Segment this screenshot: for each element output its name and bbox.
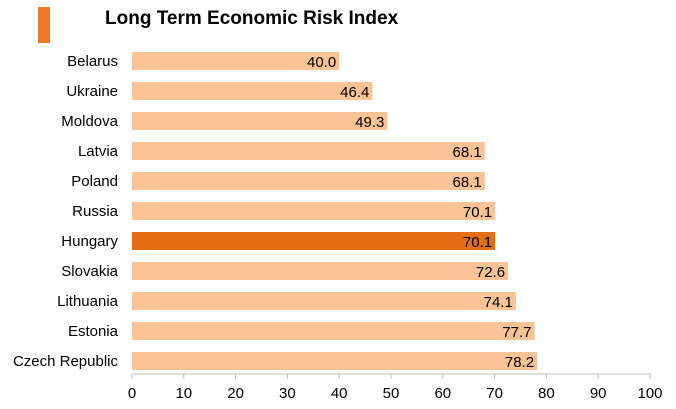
- bar-czech-republic: [132, 352, 538, 370]
- x-tick-label-70: 70: [486, 385, 503, 402]
- x-tick-label-60: 60: [434, 385, 451, 402]
- data-label-ukraine: 46.4: [340, 84, 369, 101]
- data-labels-group: 40.046.4 49.3 68.1 68.1 70.1 70.1 72.6 74.1 77.7…: [307, 54, 534, 371]
- bars-group: [132, 52, 538, 370]
- data-label-czech-republic: 78.2: [505, 354, 534, 371]
- x-tick-label-30: 30: [279, 385, 296, 402]
- category-labels-group: Belarus Ukraine Moldova Latvia Poland Russia H…: [13, 53, 119, 370]
- title-accent-bar: [38, 7, 50, 43]
- bar-hungary: [132, 232, 496, 250]
- bar-slovakia: [132, 262, 509, 280]
- category-label-moldova: Moldova: [61, 113, 118, 130]
- x-tick-label-90: 90: [590, 385, 607, 402]
- x-tick-label-80: 80: [538, 385, 555, 402]
- bar-poland: [132, 172, 485, 190]
- x-ticks-group: 0 10 20 30 40 50 60 70 80 90 100: [128, 374, 663, 402]
- x-tick-label-0: 0: [128, 385, 136, 402]
- x-tick-label-50: 50: [383, 385, 400, 402]
- bar-ukraine: [132, 82, 373, 100]
- bar-estonia: [132, 322, 535, 340]
- bar-russia: [132, 202, 496, 220]
- category-label-estonia: Estonia: [68, 323, 119, 340]
- bar-latvia: [132, 142, 485, 160]
- category-label-latvia: Latvia: [78, 143, 119, 160]
- category-label-czech-republic: Czech Republic: [13, 353, 119, 370]
- chart-title: Long Term Economic Risk Index: [105, 8, 399, 29]
- data-label-latvia: 68.1: [453, 144, 482, 161]
- category-label-lithuania: Lithuania: [57, 293, 119, 310]
- x-tick-label-100: 100: [637, 385, 662, 402]
- bar-lithuania: [132, 292, 516, 310]
- category-label-slovakia: Slovakia: [61, 263, 118, 280]
- data-label-estonia: 77.7: [502, 324, 531, 341]
- data-label-hungary: 70.1: [463, 234, 492, 251]
- bar-belarus: [132, 52, 340, 70]
- x-tick-label-40: 40: [331, 385, 348, 402]
- category-label-belarus: Belarus: [67, 53, 118, 70]
- x-tick-label-20: 20: [227, 385, 244, 402]
- x-tick-label-10: 10: [175, 385, 192, 402]
- category-label-ukraine: Ukraine: [66, 83, 118, 100]
- data-label-poland: 68.1: [453, 174, 482, 191]
- bar-moldova: [132, 112, 388, 130]
- data-label-lithuania: 74.1: [484, 294, 513, 311]
- data-label-moldova: 49.3: [355, 114, 384, 131]
- data-label-belarus: 40.0: [307, 54, 336, 71]
- category-label-russia: Russia: [72, 203, 119, 220]
- data-label-russia: 70.1: [463, 204, 492, 221]
- category-label-hungary: Hungary: [61, 233, 118, 250]
- data-label-slovakia: 72.6: [476, 264, 505, 281]
- category-label-poland: Poland: [71, 173, 118, 190]
